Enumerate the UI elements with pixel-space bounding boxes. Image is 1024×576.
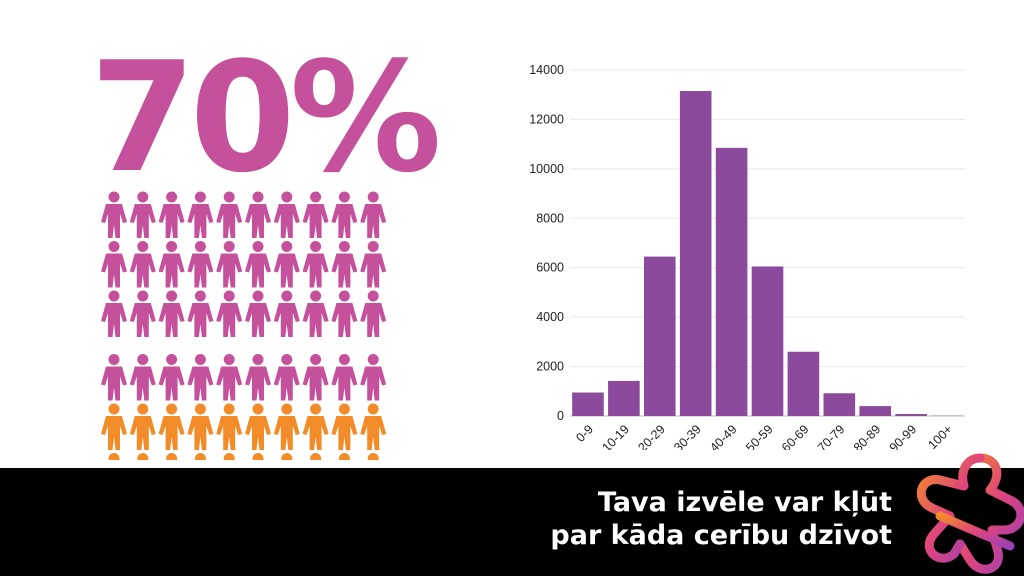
- bar-80-89: [859, 406, 892, 416]
- person-icon: [158, 453, 185, 460]
- person-icon: [187, 354, 214, 401]
- bar-70-79: [823, 393, 856, 416]
- person-icon: [158, 290, 185, 337]
- person-icon: [187, 453, 214, 460]
- person-icon: [273, 403, 300, 450]
- bar-40-49: [715, 147, 748, 416]
- x-tick-label: 30-39: [671, 422, 704, 450]
- person-icon: [129, 290, 156, 337]
- tagline-line-1: Tava izvēle var kļūt: [597, 487, 892, 518]
- people-pictogram: [101, 191, 387, 460]
- person-icon: [216, 403, 243, 450]
- person-icon: [302, 290, 329, 337]
- person-icon: [331, 241, 358, 288]
- person-icon: [302, 354, 329, 401]
- person-icon: [101, 453, 127, 460]
- y-tick-label: 6000: [536, 261, 564, 275]
- y-tick-label: 8000: [536, 211, 564, 225]
- age-histogram: 0 2000 4000 6000 8000 10000 12000 14000 0-9 10-19…: [529, 63, 965, 450]
- person-icon: [129, 354, 156, 401]
- person-icon: [216, 191, 243, 238]
- y-tick-label: 14000: [529, 63, 564, 77]
- bar-20-29: [643, 256, 676, 416]
- person-icon: [360, 290, 387, 337]
- person-icon: [216, 290, 243, 337]
- person-icon: [273, 191, 300, 238]
- bar-50-59: [751, 266, 784, 416]
- person-icon: [158, 403, 185, 450]
- person-icon: [360, 354, 387, 401]
- bar-10-19: [608, 380, 640, 416]
- person-icon: [302, 191, 329, 238]
- x-tick-label: 80-89: [851, 422, 884, 450]
- person-icon: [129, 453, 156, 460]
- tagline: Tava izvēle var kļūt par kāda cerību dzī…: [550, 486, 892, 552]
- person-icon: [187, 290, 214, 337]
- y-tick-label: 12000: [529, 112, 564, 126]
- x-tick-label: 50-59: [743, 422, 776, 450]
- y-tick-label: 10000: [529, 162, 564, 176]
- person-icon: [331, 403, 358, 450]
- bar-60-69: [787, 351, 820, 416]
- person-icon: [245, 191, 271, 238]
- person-icon: [216, 241, 243, 288]
- stat-percentage: 70%: [90, 29, 442, 206]
- person-icon: [331, 354, 358, 401]
- y-tick-label: 0: [557, 409, 564, 423]
- person-icon: [273, 290, 300, 337]
- person-icon: [101, 191, 127, 238]
- person-icon: [158, 241, 185, 288]
- bar-30-39: [679, 91, 712, 416]
- person-icon: [360, 241, 387, 288]
- person-icon: [331, 453, 358, 460]
- person-icon: [302, 453, 329, 460]
- y-tick-label: 4000: [536, 310, 564, 324]
- person-icon: [129, 191, 156, 238]
- person-icon: [245, 241, 271, 288]
- person-icon: [302, 403, 329, 450]
- person-icon: [273, 453, 300, 460]
- x-tick-label: 20-29: [635, 422, 668, 450]
- person-icon: [101, 354, 127, 401]
- x-tick-label: 60-69: [779, 422, 812, 450]
- person-icon: [331, 191, 358, 238]
- x-tick-label: 40-49: [707, 422, 740, 450]
- person-icon: [331, 290, 358, 337]
- person-icon: [187, 191, 214, 238]
- person-icon: [245, 453, 271, 460]
- person-icon: [101, 290, 127, 337]
- person-icon: [187, 241, 214, 288]
- person-icon: [216, 354, 243, 401]
- x-tick-label: 0-9: [573, 422, 596, 445]
- person-icon: [273, 354, 300, 401]
- footer-bar: [0, 468, 1024, 576]
- person-icon: [245, 354, 271, 401]
- person-icon: [302, 241, 329, 288]
- person-icon: [101, 403, 127, 450]
- person-icon: [360, 191, 387, 238]
- person-icon: [129, 403, 156, 450]
- x-tick-label: 70-79: [815, 422, 848, 450]
- person-icon: [101, 241, 127, 288]
- person-icon: [129, 241, 156, 288]
- bar-90-99: [895, 414, 927, 416]
- person-icon: [273, 241, 300, 288]
- star-logo-icon: [916, 453, 1024, 574]
- tagline-line-2: par kāda cerību dzīvot: [550, 520, 892, 551]
- person-icon: [360, 453, 387, 460]
- person-icon: [158, 354, 185, 401]
- x-tick-label: 10-19: [599, 422, 632, 450]
- person-icon: [245, 403, 271, 450]
- person-icon: [360, 403, 387, 450]
- person-icon: [245, 290, 271, 337]
- person-icon: [187, 403, 214, 450]
- person-icon: [216, 453, 243, 460]
- person-icon: [158, 191, 185, 238]
- y-tick-label: 2000: [536, 360, 564, 374]
- bar-0-9: [572, 392, 604, 416]
